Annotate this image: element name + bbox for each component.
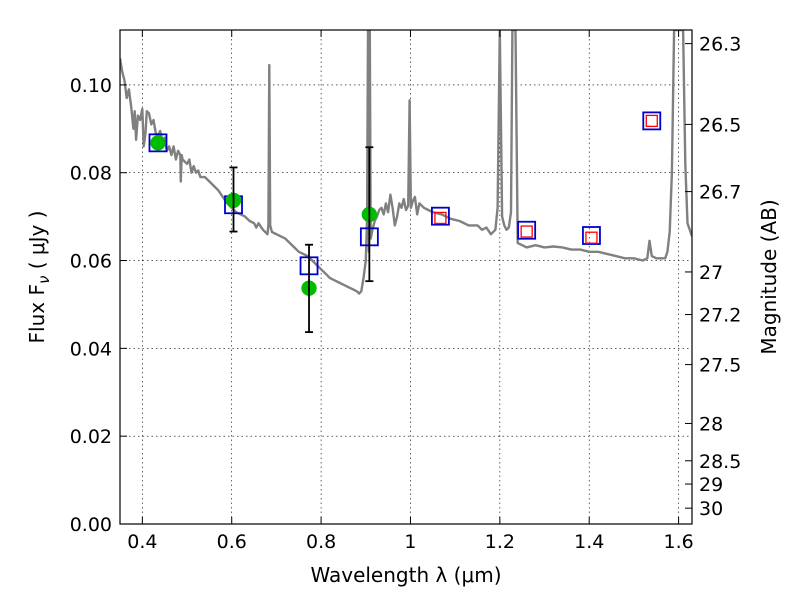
y-axis-label-unit: ( μJy ) bbox=[25, 211, 49, 276]
y-tick-label: 0.04 bbox=[70, 338, 112, 360]
magnitude-tick-label: 26.5 bbox=[699, 114, 741, 136]
upper-limit-square bbox=[585, 231, 598, 244]
upper-limit-square bbox=[520, 225, 533, 238]
upper-limit-square bbox=[434, 211, 447, 225]
plot-area bbox=[120, 30, 692, 334]
x-tick-label: 1 bbox=[404, 531, 416, 553]
x-tick-label: 0.8 bbox=[306, 531, 336, 553]
x-tick-label: 0.6 bbox=[217, 531, 247, 553]
model-magnitude-square bbox=[582, 226, 601, 245]
x-tick-label: 1.4 bbox=[574, 531, 604, 553]
magnitude-tick-label: 30 bbox=[699, 498, 723, 520]
magnitude-tick-label: 28 bbox=[699, 413, 723, 435]
magnitude-tick-label: 27 bbox=[699, 262, 723, 284]
y-tick-label: 0.06 bbox=[70, 251, 112, 273]
y-axis-label: Flux Fν ( μJy ) bbox=[25, 211, 53, 344]
magnitude-tick-label: 27.5 bbox=[699, 355, 741, 377]
magnitude-axis-label: Magnitude (AB) bbox=[757, 199, 781, 354]
magnitude-tick-label: 29 bbox=[699, 474, 723, 496]
y-axis-label-text: Flux F bbox=[25, 284, 49, 343]
magnitude-tick-label: 26.7 bbox=[699, 182, 741, 204]
observed-flux-point bbox=[150, 135, 166, 151]
model-magnitude-square bbox=[148, 133, 168, 153]
upper-limit-square bbox=[645, 114, 658, 128]
model-magnitude-square bbox=[642, 111, 662, 131]
y-tick-label: 0.00 bbox=[70, 514, 112, 536]
y-tick-label: 0.10 bbox=[70, 75, 112, 97]
magnitude-tick-label: 28.5 bbox=[699, 451, 741, 473]
model-spectrum-line bbox=[120, 30, 692, 295]
y-tick-label: 0.08 bbox=[70, 163, 112, 185]
x-axis-label: Wavelength λ (μm) bbox=[310, 563, 501, 587]
plot-frame bbox=[119, 29, 693, 525]
model-magnitude-square bbox=[431, 206, 450, 226]
y-axis-label-subscript: ν bbox=[35, 276, 53, 284]
x-tick-label: 0.4 bbox=[127, 531, 157, 553]
magnitude-tick-label: 26.3 bbox=[699, 34, 741, 56]
grid-lines bbox=[120, 30, 692, 524]
x-tick-label: 1.2 bbox=[485, 531, 515, 553]
magnitude-tick-label: 27.2 bbox=[699, 305, 741, 327]
x-tick-label: 1.6 bbox=[663, 531, 693, 553]
y-tick-label: 0.02 bbox=[70, 426, 112, 448]
axis-ticks: 0.4 0.6 0.8 1 1.2 1.4 1.6 0.00 0.02 0.04 0.06 0.08 0… bbox=[70, 30, 741, 553]
model-magnitude-square bbox=[517, 220, 537, 240]
